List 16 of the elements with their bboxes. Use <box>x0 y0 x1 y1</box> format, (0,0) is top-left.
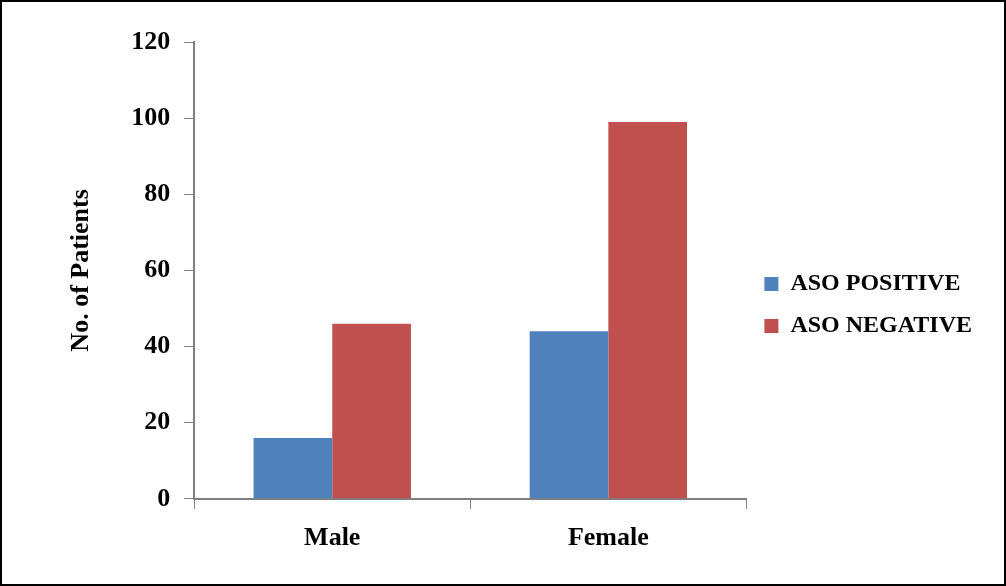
y-tick-label: 120 <box>131 25 171 55</box>
x-tick-label: Female <box>567 522 649 552</box>
bar <box>529 331 609 499</box>
y-tick-label: 100 <box>131 101 171 131</box>
y-tick-label: 40 <box>144 330 171 360</box>
y-tick-label: 0 <box>157 482 171 512</box>
bar <box>332 323 411 499</box>
legend-label: ASO POSITIVE <box>790 269 961 296</box>
y-axis-title: No. of Patients <box>65 189 95 352</box>
bar <box>608 121 688 499</box>
bar <box>253 437 333 499</box>
y-tick-label: 80 <box>144 177 171 207</box>
y-tick-label: 20 <box>144 406 171 436</box>
x-tick-label: Male <box>304 522 361 552</box>
y-tick-label: 60 <box>144 254 171 284</box>
legend-label: ASO NEGATIVE <box>790 311 972 338</box>
